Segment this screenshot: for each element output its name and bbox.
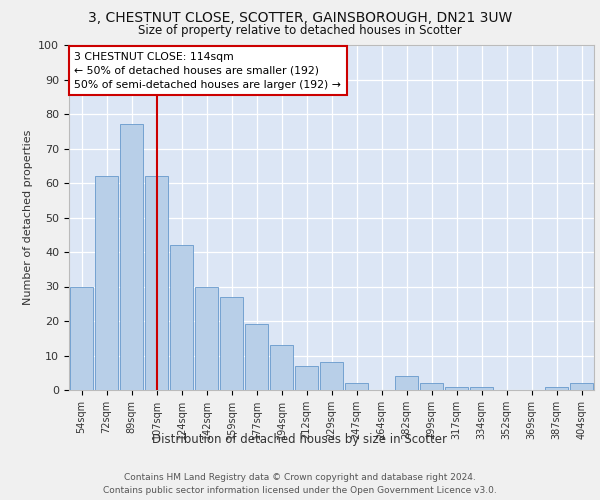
Bar <box>70 286 94 390</box>
Bar <box>145 176 169 390</box>
Text: Size of property relative to detached houses in Scotter: Size of property relative to detached ho… <box>138 24 462 37</box>
Bar <box>320 362 343 390</box>
Bar <box>245 324 268 390</box>
Bar <box>95 176 118 390</box>
Text: Contains HM Land Registry data © Crown copyright and database right 2024.
Contai: Contains HM Land Registry data © Crown c… <box>103 472 497 494</box>
Bar <box>220 297 244 390</box>
Text: 3, CHESTNUT CLOSE, SCOTTER, GAINSBOROUGH, DN21 3UW: 3, CHESTNUT CLOSE, SCOTTER, GAINSBOROUGH… <box>88 11 512 25</box>
Bar <box>344 383 368 390</box>
Bar <box>445 386 469 390</box>
Bar <box>194 286 218 390</box>
Bar <box>569 383 593 390</box>
Bar <box>395 376 418 390</box>
Bar <box>170 245 193 390</box>
Bar <box>119 124 143 390</box>
Y-axis label: Number of detached properties: Number of detached properties <box>23 130 33 305</box>
Bar <box>295 366 319 390</box>
Bar <box>419 383 443 390</box>
Text: 3 CHESTNUT CLOSE: 114sqm
← 50% of detached houses are smaller (192)
50% of semi-: 3 CHESTNUT CLOSE: 114sqm ← 50% of detach… <box>74 52 341 90</box>
Bar <box>545 386 568 390</box>
Bar <box>470 386 493 390</box>
Bar <box>269 345 293 390</box>
Text: Distribution of detached houses by size in Scotter: Distribution of detached houses by size … <box>152 432 448 446</box>
